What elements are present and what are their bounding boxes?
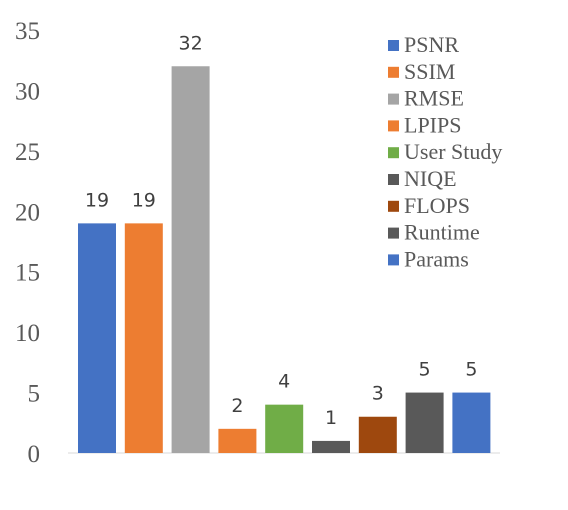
y-axis: 0 5 10 15 20 25 30 35 <box>15 18 40 468</box>
legend-swatch <box>388 66 399 78</box>
data-label: 2 <box>231 395 243 417</box>
legend-swatch <box>388 227 399 239</box>
data-labels-group: 19 19 32 2 4 1 3 5 5 <box>85 32 478 429</box>
legend-label: SSIM <box>404 59 455 84</box>
legend-label: NIQE <box>404 166 457 191</box>
bar-rmse <box>171 66 210 453</box>
y-tick-label: 30 <box>15 78 40 105</box>
legend-label: Params <box>404 246 469 271</box>
y-tick-label: 10 <box>15 320 40 347</box>
bar-lpips <box>218 428 257 453</box>
legend-label: Runtime <box>404 220 480 245</box>
legend-label: User Study <box>404 139 502 164</box>
bar-runtime <box>405 392 444 453</box>
bar-ssim <box>124 223 163 453</box>
y-tick-label: 35 <box>15 18 40 45</box>
data-label: 5 <box>465 359 477 381</box>
y-tick-label: 25 <box>15 139 40 166</box>
bar-psnr <box>78 223 116 453</box>
data-label: 19 <box>85 189 109 211</box>
y-tick-label: 20 <box>15 199 40 226</box>
legend-swatch <box>388 200 399 212</box>
y-tick-label: 15 <box>15 260 40 287</box>
bar-params <box>452 392 491 453</box>
y-tick-label: 5 <box>28 381 41 408</box>
legend-label: PSNR <box>404 32 459 57</box>
legend-label: RMSE <box>404 86 464 111</box>
legend-swatch <box>388 93 399 105</box>
data-label: 3 <box>372 383 384 405</box>
legend-swatch <box>388 147 399 159</box>
legend-swatch <box>388 254 399 266</box>
data-label: 4 <box>278 371 290 393</box>
y-tick-label: 0 <box>28 441 41 468</box>
data-label: 19 <box>132 189 156 211</box>
data-label: 32 <box>179 32 203 54</box>
bar-user-study <box>265 404 304 453</box>
bars-group <box>78 66 491 453</box>
legend-label: FLOPS <box>404 193 470 218</box>
data-label: 5 <box>419 359 431 381</box>
legend-label: LPIPS <box>404 112 461 137</box>
legend-swatch <box>388 120 399 132</box>
legend-swatch <box>388 40 399 51</box>
data-label: 1 <box>325 407 337 429</box>
bar-niqe <box>312 440 350 453</box>
legend-swatch <box>388 174 399 185</box>
bar-flops <box>358 416 397 453</box>
